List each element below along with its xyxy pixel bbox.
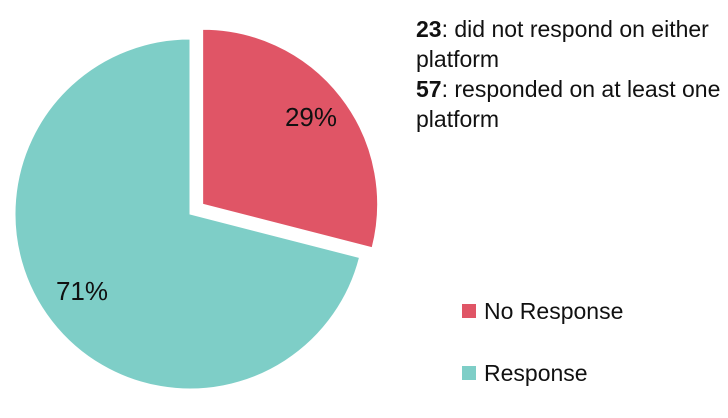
- annotation-text: : responded on at least one platform: [416, 76, 721, 132]
- pie-chart: 29% 71%: [14, 28, 379, 390]
- slice-value-label: 29%: [285, 102, 337, 132]
- slice-value-label: 71%: [56, 276, 108, 306]
- legend-item-response: Response: [462, 356, 712, 390]
- legend-label: Response: [484, 359, 588, 386]
- annotation-no-response: 23: did not respond on either platform: [416, 14, 722, 74]
- pie-slice-no-response: [202, 28, 379, 249]
- pie-slice-response: [14, 38, 361, 390]
- annotation-block: 23: did not respond on either platform 5…: [416, 14, 722, 134]
- annotation-response: 57: responded on at least one platform: [416, 74, 722, 134]
- annotation-count: 57: [416, 76, 442, 102]
- annotation-text: : did not respond on either platform: [416, 16, 709, 72]
- legend-swatch: [462, 304, 476, 318]
- annotation-count: 23: [416, 16, 442, 42]
- legend-swatch: [462, 366, 476, 380]
- legend-item-no-response: No Response: [462, 294, 712, 328]
- legend-label: No Response: [484, 297, 624, 324]
- legend: No Response Response: [462, 294, 712, 418]
